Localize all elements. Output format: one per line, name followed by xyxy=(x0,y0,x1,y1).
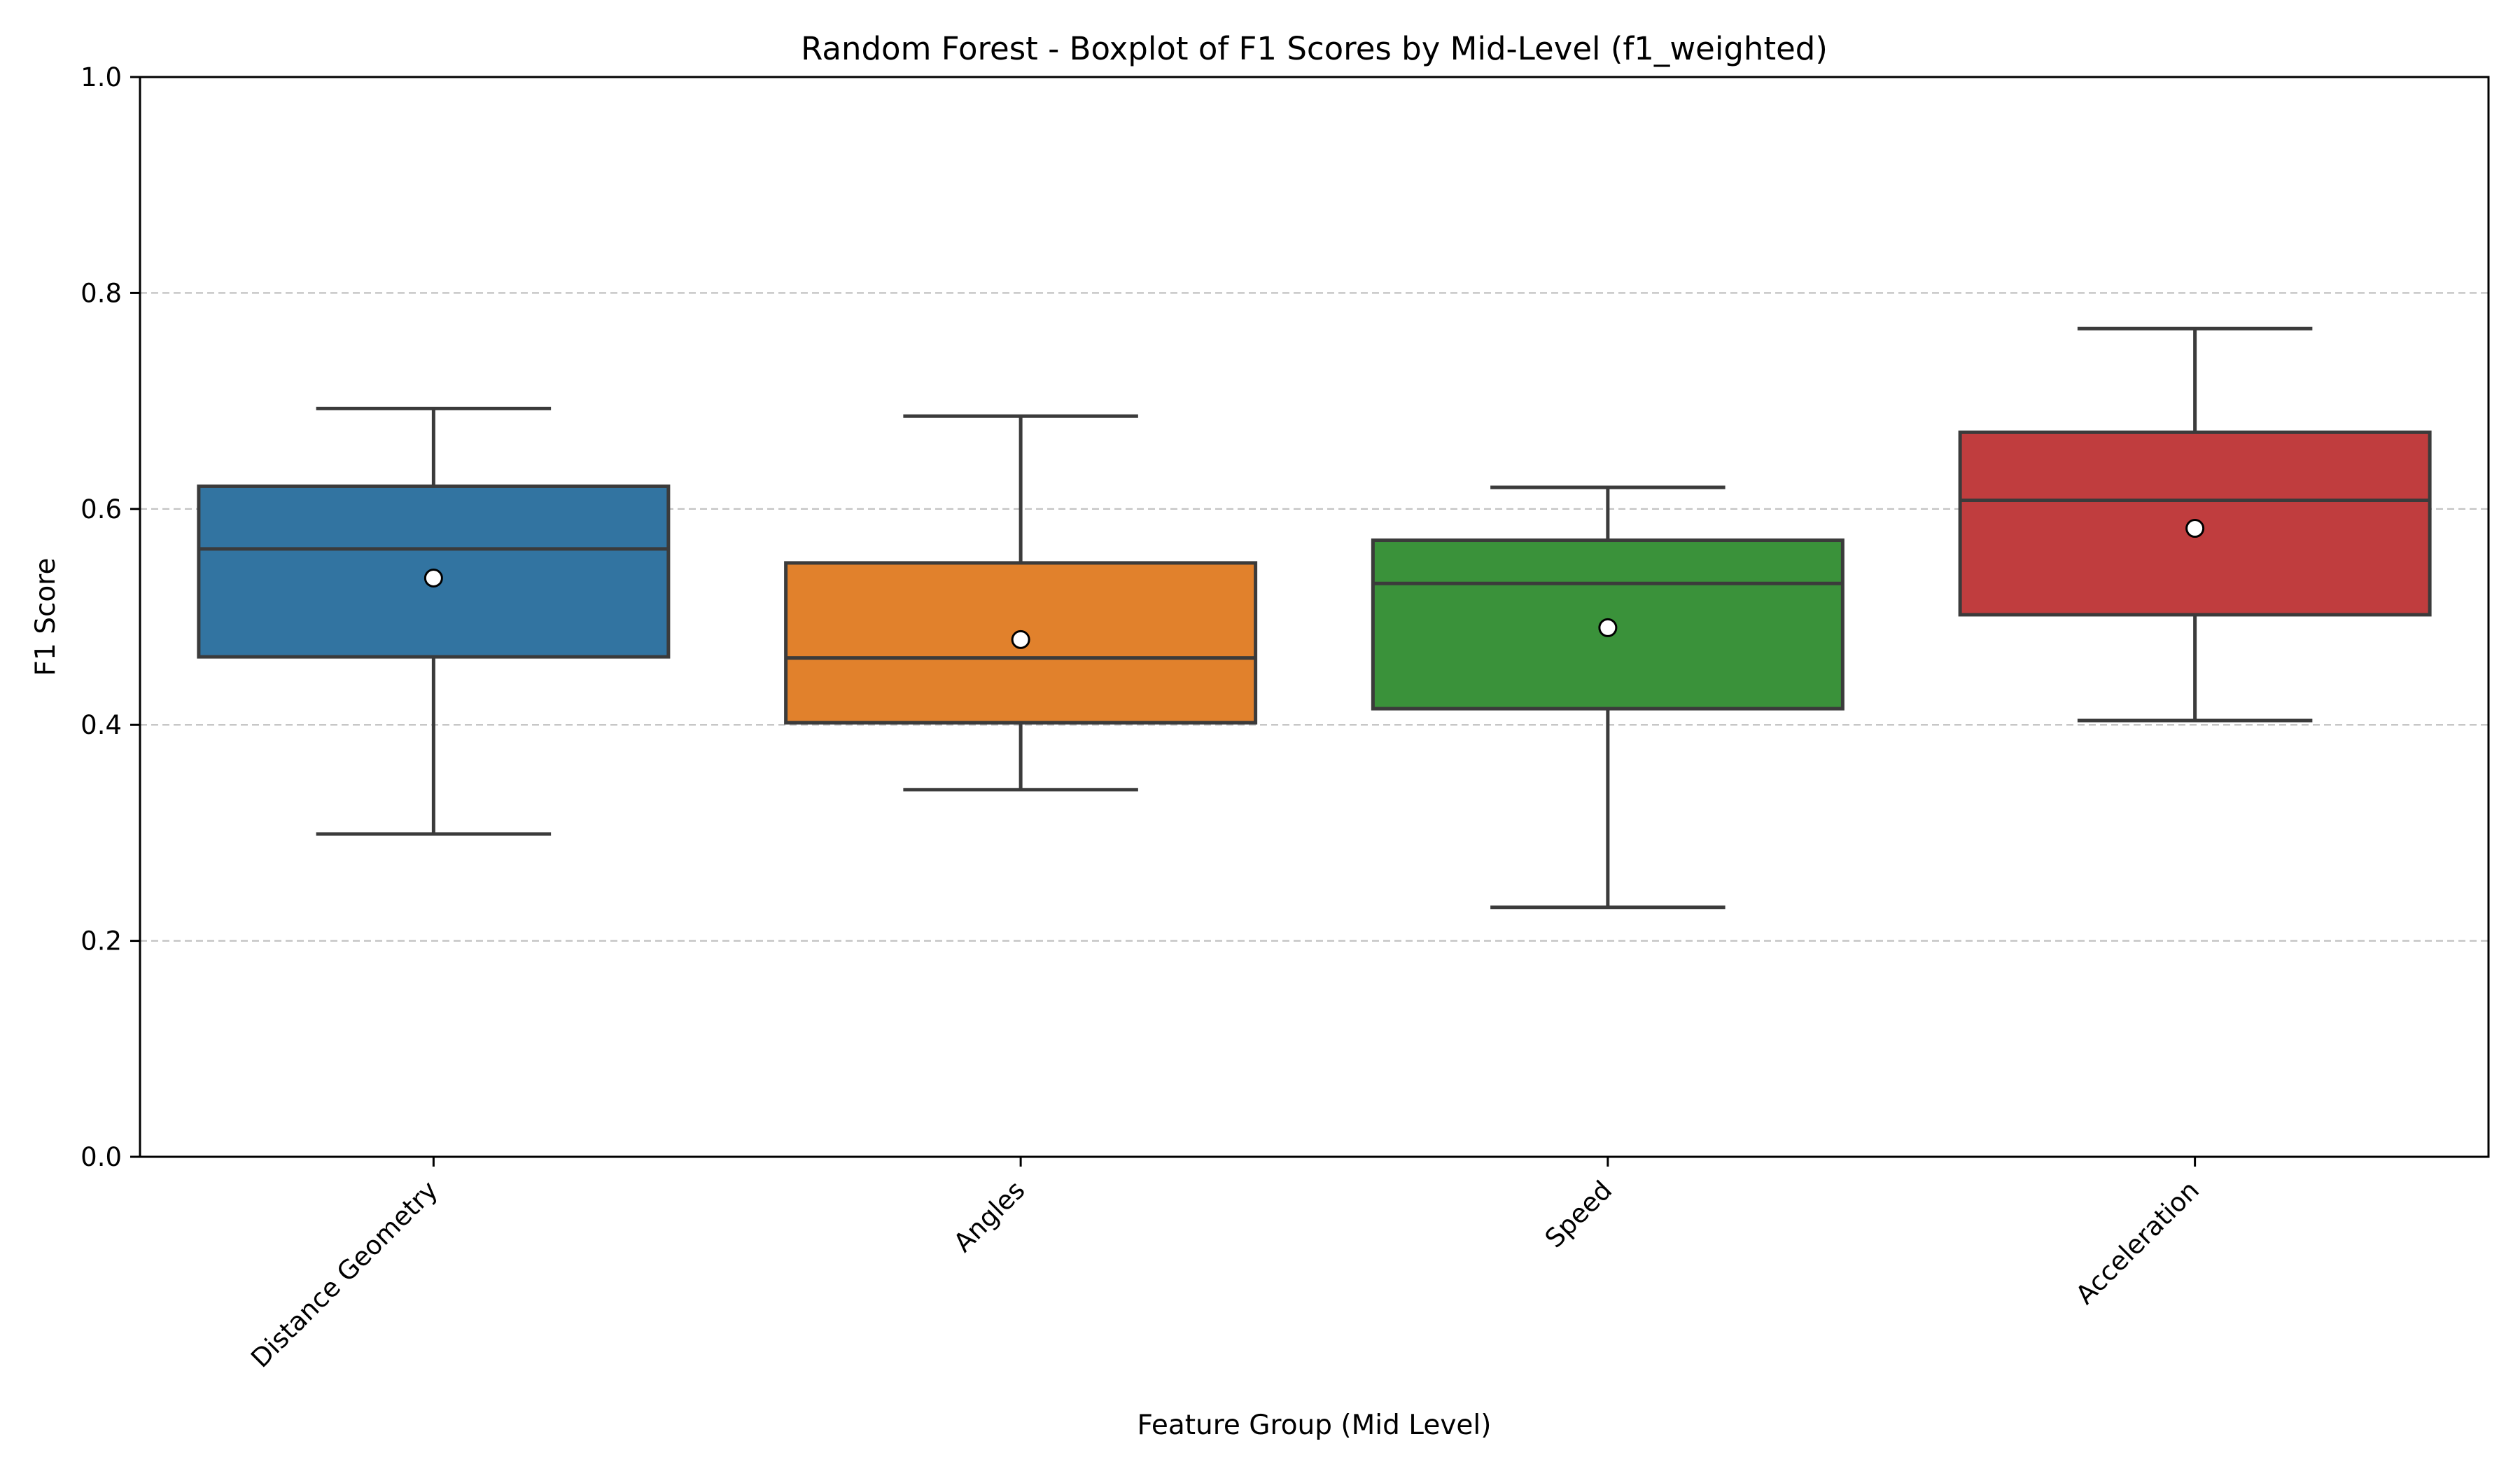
x-tick-label: Acceleration xyxy=(2070,1175,2205,1310)
chart-title: Random Forest - Boxplot of F1 Scores by … xyxy=(801,30,1828,67)
box-group-speed xyxy=(1371,485,1844,910)
y-tick-label: 0.4 xyxy=(80,710,122,740)
box-group-angles xyxy=(784,414,1258,792)
y-tick-label: 0.0 xyxy=(80,1142,122,1172)
y-axis-label: F1 Score xyxy=(30,558,62,676)
boxes xyxy=(197,326,2432,910)
y-tick-label: 1.0 xyxy=(80,62,122,92)
x-tick-label: Speed xyxy=(1539,1175,1618,1253)
y-tick-label: 0.2 xyxy=(80,926,122,957)
mean-marker xyxy=(2185,519,2205,538)
x-tick-label: Angles xyxy=(948,1175,1030,1258)
box-group-acceleration xyxy=(1958,326,2432,723)
mean-marker xyxy=(1598,618,1618,637)
y-tick-label: 0.8 xyxy=(80,278,122,308)
plot-area-frame xyxy=(139,76,2490,1158)
mean-marker xyxy=(424,568,443,587)
x-tick-label: Distance Geometry xyxy=(245,1175,444,1374)
y-tick-label: 0.6 xyxy=(80,494,122,524)
mean-marker xyxy=(1011,630,1030,649)
box-group-distance-geometry xyxy=(197,406,671,836)
x-axis-label: Feature Group (Mid Level) xyxy=(1138,1410,1492,1441)
